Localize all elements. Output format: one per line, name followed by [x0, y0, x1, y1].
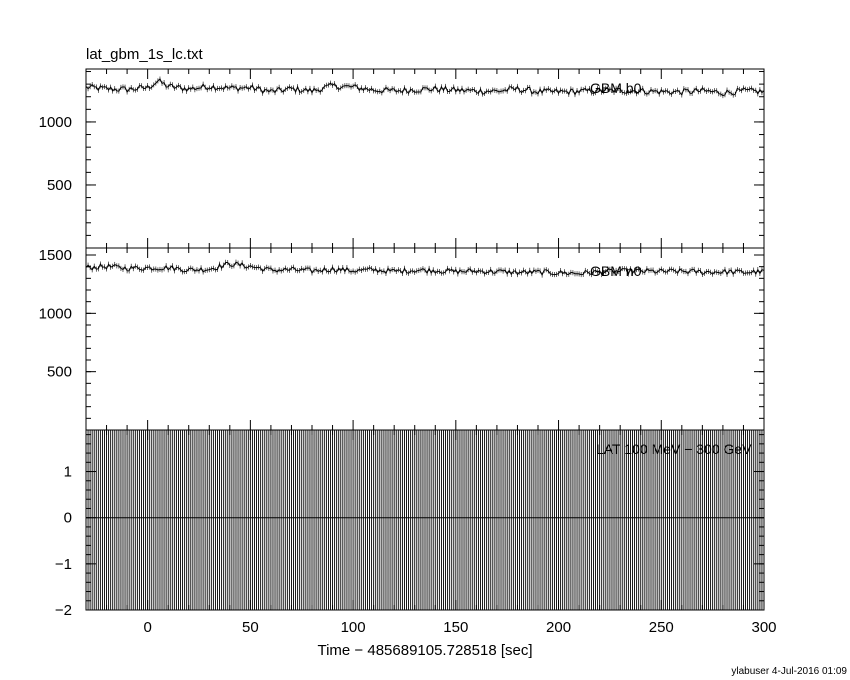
- x-tick-label: 200: [546, 619, 571, 636]
- panels: 500 1000 GBM b0 500 1000 1500 GBM n0 −2 −1 0 1 0 50 1…: [39, 68, 777, 636]
- y-tick-label: 1: [64, 464, 72, 481]
- y-tick-label: 500: [47, 364, 72, 381]
- y-tick-label: −2: [55, 602, 72, 619]
- error-bars: [85, 259, 765, 278]
- y-tick-label: 500: [47, 177, 72, 194]
- y-tick-label: −1: [55, 556, 72, 573]
- panel-frame: [85, 247, 765, 431]
- lat-stripes: [85, 430, 765, 610]
- y-tick-label: 1000: [39, 305, 72, 322]
- panel-label: GBM n0: [590, 263, 642, 279]
- x-tick-label: 100: [341, 619, 366, 636]
- count-rate-series: [85, 78, 765, 97]
- panel-label: GBM b0: [590, 80, 642, 96]
- panel-frame: [85, 429, 765, 611]
- x-tick-label: 250: [649, 619, 674, 636]
- footer-timestamp: ylabuser 4-Jul-2016 01:09: [731, 666, 847, 677]
- y-tick-label: 0: [64, 510, 72, 527]
- panel-1: 500 1000 GBM b0: [39, 68, 765, 249]
- x-tick-label: 300: [751, 619, 776, 636]
- panel-2: 500 1000 1500 GBM n0: [39, 247, 765, 431]
- x-tick-label: 0: [143, 619, 151, 636]
- y-tick-label: 1500: [39, 247, 72, 264]
- x-tick-label: 150: [443, 619, 468, 636]
- figure-title: lat_gbm_1s_lc.txt: [86, 46, 204, 63]
- panel-frame: [85, 68, 765, 249]
- panel-label: LAT 100 MeV − 300 GeV: [596, 441, 752, 457]
- count-rate-series: [85, 261, 765, 277]
- y-tick-label: 1000: [39, 114, 72, 131]
- error-bars: [85, 76, 765, 99]
- panel-3: −2 −1 0 1 0 50 100 150 200 250 300 LAT 100 MeV − 30…: [55, 429, 777, 636]
- x-axis-label: Time − 485689105.728518 [sec]: [317, 642, 532, 659]
- x-tick-label: 50: [242, 619, 259, 636]
